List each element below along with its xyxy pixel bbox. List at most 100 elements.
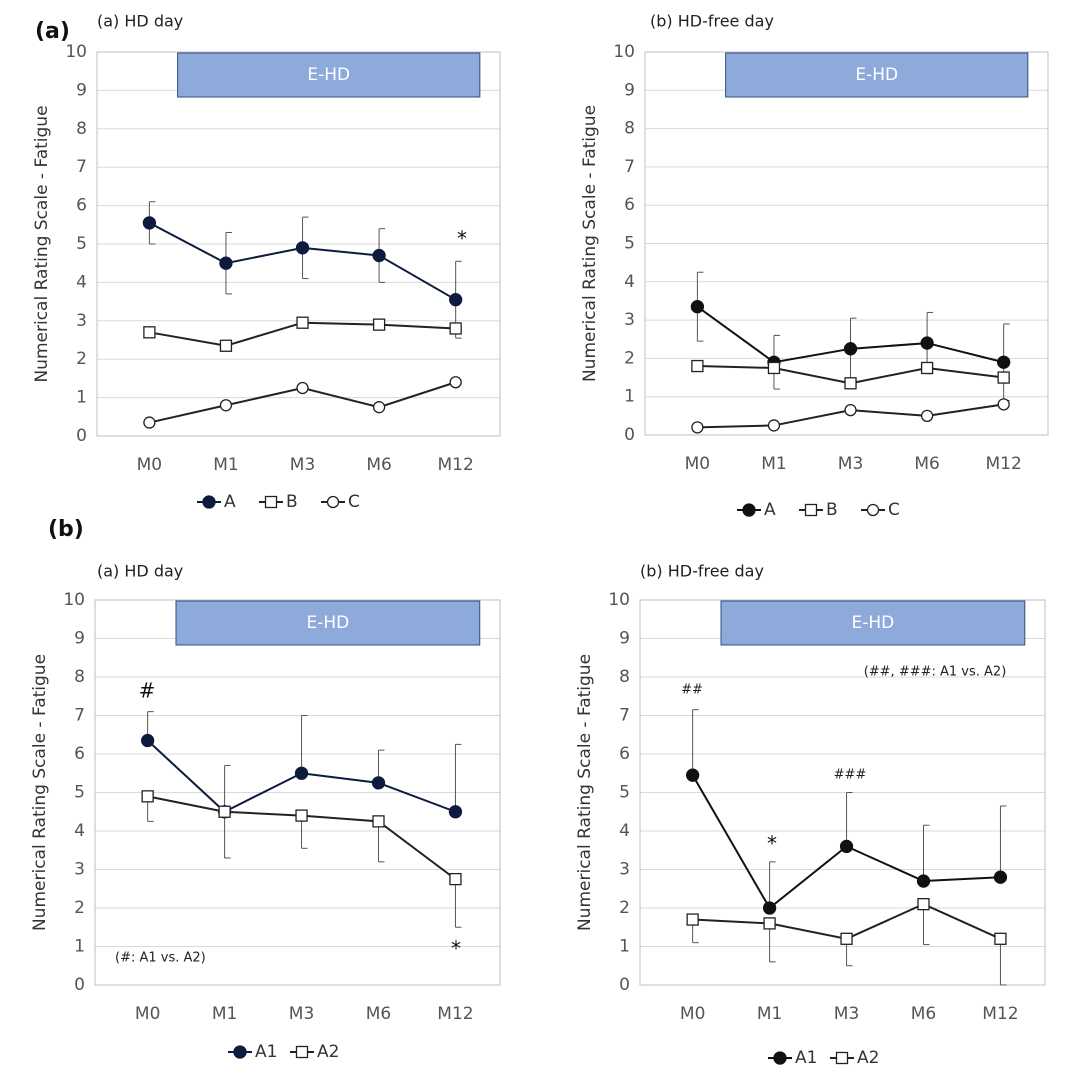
- x-tick-label: M1: [757, 1004, 782, 1024]
- annotation: ###: [834, 768, 867, 783]
- legend-label: A1: [255, 1042, 277, 1062]
- marker: [449, 322, 462, 335]
- x-tick-label: M0: [135, 1004, 160, 1024]
- marker: [920, 336, 934, 350]
- y-tick-label: 7: [619, 706, 630, 726]
- y-axis-label: Numerical Rating Scale - Fatigue: [32, 105, 52, 382]
- marker: [997, 355, 1011, 369]
- legend-marker: [835, 1051, 849, 1065]
- legend-label: C: [888, 500, 900, 520]
- marker: [993, 870, 1008, 884]
- y-tick-label: 3: [619, 860, 630, 880]
- y-tick-label: 9: [619, 629, 630, 649]
- marker: [372, 248, 386, 263]
- y-tick-label: 5: [76, 234, 87, 254]
- x-tick-label: M6: [366, 455, 391, 475]
- marker: [296, 316, 309, 329]
- marker: [686, 768, 700, 782]
- x-tick-label: M3: [289, 1004, 314, 1024]
- y-tick-label: 10: [65, 42, 87, 62]
- treatment-box-label: E-HD: [307, 65, 350, 85]
- y-tick-label: 7: [74, 706, 85, 726]
- y-tick-label: 8: [619, 667, 630, 687]
- marker: [295, 809, 308, 822]
- legend-label: A2: [857, 1048, 879, 1068]
- marker: [296, 381, 309, 395]
- plot-frame: [96, 51, 501, 437]
- legend-marker: [742, 503, 756, 517]
- plot-frame: [639, 599, 1046, 986]
- y-tick-label: 9: [624, 80, 635, 100]
- legend-label: A1: [795, 1048, 817, 1068]
- marker: [219, 256, 233, 270]
- y-tick-label: 0: [76, 426, 87, 446]
- marker: [997, 398, 1010, 411]
- y-tick-label: 2: [619, 898, 630, 918]
- marker: [449, 293, 463, 307]
- marker: [691, 359, 704, 373]
- y-tick-label: 6: [624, 195, 635, 215]
- annotation: #: [139, 679, 156, 703]
- x-tick-label: M6: [366, 1004, 391, 1024]
- x-tick-label: M0: [680, 1004, 705, 1024]
- y-tick-label: 4: [619, 821, 630, 841]
- y-axis-label: Numerical Rating Scale - Fatigue: [575, 654, 595, 931]
- y-tick-label: 1: [76, 388, 87, 408]
- x-tick-label: M12: [986, 454, 1022, 474]
- x-tick-label: M3: [834, 1004, 859, 1024]
- y-tick-label: 1: [74, 937, 85, 957]
- legend-marker: [295, 1045, 309, 1059]
- annotation: ##: [681, 683, 703, 698]
- marker: [839, 839, 854, 854]
- y-tick-label: 3: [76, 311, 87, 331]
- treatment-box: [175, 600, 481, 646]
- marker: [141, 790, 154, 803]
- annotation: (#: A1 vs. A2): [115, 951, 206, 966]
- marker: [219, 339, 233, 352]
- marker: [372, 815, 385, 828]
- annotation: *: [457, 227, 467, 251]
- panel-label: (b): [48, 517, 84, 542]
- panel-label: (a): [35, 19, 70, 44]
- legend-label: A2: [317, 1042, 339, 1062]
- marker: [843, 342, 858, 356]
- marker: [372, 318, 386, 331]
- y-tick-label: 9: [76, 80, 87, 100]
- x-tick-label: M0: [137, 455, 162, 475]
- marker: [840, 932, 853, 945]
- y-tick-label: 1: [619, 937, 630, 957]
- marker: [920, 409, 934, 423]
- chart-title: (a) HD day: [97, 12, 183, 31]
- y-tick-label: 5: [619, 783, 630, 803]
- legend-marker: [202, 495, 216, 509]
- y-tick-label: 7: [76, 157, 87, 177]
- marker: [372, 401, 386, 414]
- treatment-box: [720, 600, 1026, 646]
- y-tick-label: 10: [608, 590, 630, 610]
- y-tick-label: 6: [76, 196, 87, 216]
- y-axis-label: Numerical Rating Scale - Fatigue: [30, 654, 50, 931]
- annotation: *: [451, 937, 461, 961]
- y-tick-label: 8: [74, 667, 85, 687]
- y-tick-label: 0: [624, 425, 635, 445]
- y-tick-label: 3: [74, 860, 85, 880]
- y-tick-label: 2: [76, 349, 87, 369]
- legend-label: B: [826, 500, 838, 520]
- marker: [920, 361, 934, 375]
- marker: [762, 901, 777, 915]
- marker: [690, 300, 705, 314]
- x-tick-label: M1: [213, 455, 238, 475]
- marker: [844, 377, 857, 390]
- marker: [218, 805, 231, 818]
- legend-marker: [804, 503, 818, 517]
- y-tick-label: 10: [613, 42, 635, 62]
- x-tick-label: M3: [290, 455, 315, 475]
- y-tick-label: 2: [74, 898, 85, 918]
- legend-label: B: [286, 492, 298, 512]
- legend-marker: [326, 495, 340, 509]
- y-tick-label: 8: [76, 119, 87, 139]
- legend-marker: [773, 1051, 787, 1065]
- y-tick-label: 1: [624, 387, 635, 407]
- marker: [449, 872, 462, 886]
